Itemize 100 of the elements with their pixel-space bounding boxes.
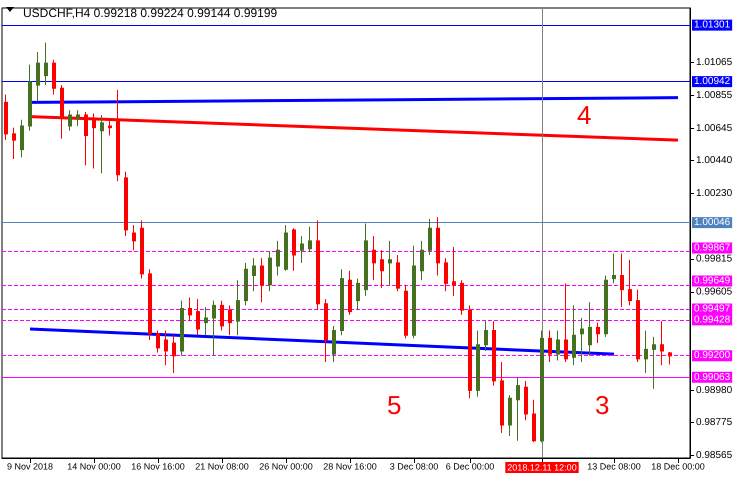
ref-line-label: 0.99497 [694, 303, 731, 314]
annotation: 5 [387, 390, 402, 420]
candlestick [164, 330, 168, 366]
candlestick [508, 394, 512, 436]
candlestick [460, 280, 464, 316]
candlestick [412, 245, 416, 339]
candlestick [516, 377, 520, 442]
candlestick [76, 110, 80, 127]
candlestick [556, 330, 560, 361]
x-tick-label: 21 Nov 08:00 [195, 462, 249, 472]
candlestick [572, 304, 576, 366]
candlestick [588, 302, 592, 356]
ref-line-label: 0.99063 [694, 372, 731, 383]
candlestick [452, 246, 456, 296]
x-tick-label: 3 Dec 08:00 [390, 462, 438, 472]
candlestick [212, 300, 216, 356]
candlestick [388, 240, 392, 286]
candlestick [180, 300, 184, 356]
candlestick [612, 252, 616, 284]
candlestick [348, 270, 352, 316]
y-tick-label: 1.00645 [696, 122, 733, 134]
x-tick-label: 6 Dec 00:00 [446, 462, 494, 472]
candlestick [404, 284, 408, 339]
candlestick [188, 297, 192, 322]
candlestick [604, 274, 608, 338]
candlestick [476, 330, 480, 398]
y-tick-label: 1.00440 [696, 155, 733, 166]
ref-line-label: 1.00046 [694, 217, 731, 228]
x-tick-label: 16 Nov 16:00 [131, 462, 185, 472]
candlestick [444, 258, 448, 292]
candlestick [524, 380, 528, 421]
candlestick [332, 325, 336, 363]
x-tick-label: 9 Nov 2018 [6, 462, 54, 472]
candlestick [220, 300, 224, 332]
candlestick [660, 320, 664, 366]
x-tick-label: 18 Dec 00:00 [651, 462, 705, 472]
ref-line-label: 0.99200 [694, 350, 731, 362]
candlestick [596, 322, 600, 344]
candlestick [580, 317, 584, 363]
candlestick [548, 330, 552, 363]
candlestick [20, 119, 24, 158]
candlestick [436, 216, 440, 276]
candlestick [300, 236, 304, 264]
candlestick [52, 59, 56, 96]
candlestick [644, 330, 648, 374]
candlestick [356, 278, 360, 311]
candlestick [276, 240, 280, 276]
candlestick [308, 226, 312, 252]
candlestick [636, 289, 640, 363]
candlestick [420, 240, 424, 281]
candlestick [132, 224, 136, 251]
annotation: 3 [595, 390, 610, 420]
candlestick [28, 64, 32, 132]
y-tick-label: 1.01065 [696, 56, 733, 68]
candlestick [316, 220, 320, 311]
x-tick-label: 2018.12.11 12:00 [507, 462, 577, 472]
candlestick [364, 223, 368, 296]
y-tick-label: 1.00230 [696, 188, 733, 200]
candlestick [172, 334, 176, 374]
candlestick [428, 218, 432, 256]
candlestick [628, 259, 632, 306]
candlestick [372, 236, 376, 281]
ref-line-label: 1.01301 [694, 20, 731, 31]
candlestick [228, 304, 232, 336]
candlestick [100, 114, 104, 174]
candlestick [500, 362, 504, 434]
annotation: 4 [577, 100, 592, 130]
candlestick [268, 251, 272, 292]
x-tick-label: 28 Nov 16:00 [323, 462, 377, 472]
ref-line-label: 0.99649 [694, 276, 731, 287]
candlestick [652, 336, 656, 390]
candlestick [108, 119, 112, 136]
candlestick [284, 224, 288, 272]
candlestick [540, 330, 544, 443]
candlestick [292, 228, 296, 272]
ref-line-label: 0.99867 [694, 242, 731, 254]
candlestick [340, 268, 344, 336]
ref-line-label: 1.00942 [694, 76, 731, 88]
chart-title: USDCHF,H4 0.99218 0.99224 0.99144 0.99199 [23, 6, 278, 20]
candlestick [260, 258, 264, 303]
candlestick [396, 254, 400, 292]
candlestick [236, 280, 240, 336]
y-tick-label: 0.98565 [696, 450, 733, 462]
candlestick [124, 171, 128, 237]
candlestick [12, 127, 16, 160]
candlestick [4, 94, 8, 141]
y-tick-label: 1.00855 [696, 90, 733, 101]
candlestick [148, 268, 152, 340]
candlestick [196, 298, 200, 336]
candlestick [468, 304, 472, 399]
candlestick [484, 320, 488, 352]
candlestick [244, 262, 248, 306]
candlestick [204, 306, 208, 336]
candlestick [252, 258, 256, 292]
candlestick [532, 399, 536, 443]
candlestick [44, 42, 48, 86]
candlestick [620, 252, 624, 308]
candlestick [668, 351, 672, 366]
candlestick [68, 110, 72, 132]
y-tick-label: 0.98980 [696, 384, 733, 396]
